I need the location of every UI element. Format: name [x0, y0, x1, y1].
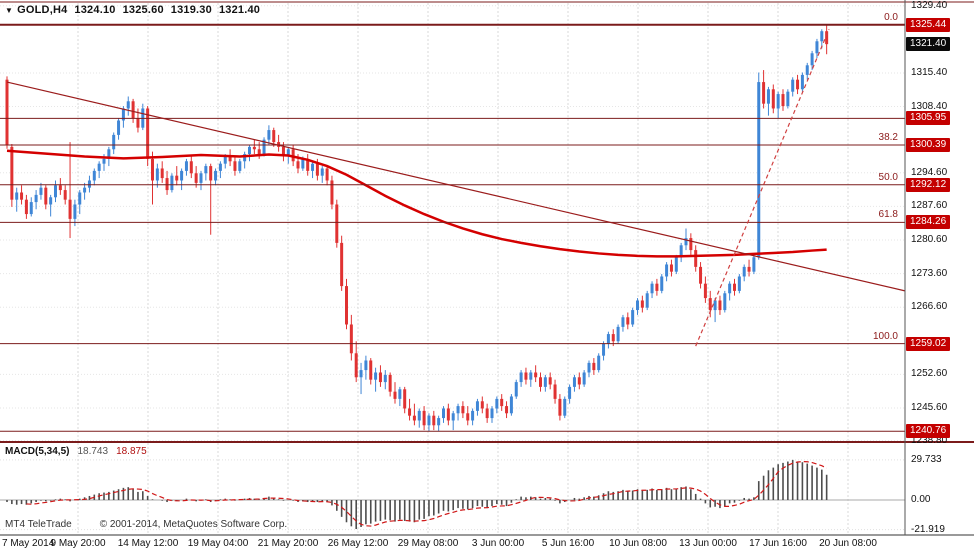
- macd-main-value: 18.743: [77, 446, 109, 457]
- level-price-box: 1240.76: [906, 424, 951, 439]
- broker-brand-label: MT4 TeleTrade: [5, 519, 72, 530]
- time-axis-label: 29 May 08:00: [397, 538, 459, 549]
- metaquotes-notice: © 2001-2014, MetaQuotes Software Corp.: [99, 519, 288, 530]
- price-tick-label: 1308.40: [911, 100, 948, 112]
- symbol-marker-icon: ▼: [5, 6, 14, 15]
- fib-level-label: 50.0: [878, 171, 898, 183]
- time-axis-label: 26 May 12:00: [327, 538, 389, 549]
- level-price-box: 1259.02: [906, 336, 951, 351]
- price-tick-label: 1280.60: [911, 234, 948, 245]
- level-price-box: 1292.12: [906, 177, 951, 192]
- macd-name-label: MACD(5,34,5): [5, 446, 70, 457]
- price-tick-label: 1266.60: [911, 301, 948, 313]
- price-tick-label: 1315.40: [911, 66, 948, 78]
- chart-title: ▼ GOLD,H4 1324.10 1325.60 1319.30 1321.40: [5, 4, 267, 16]
- price-tick-label: 1294.60: [911, 166, 948, 178]
- ohlc-high: 1325.60: [122, 4, 164, 16]
- price-tick-label: 1287.60: [911, 200, 948, 212]
- time-axis-label: 14 May 12:00: [117, 538, 179, 549]
- price-tick-label: 1238.80: [911, 434, 948, 446]
- level-price-box: 1300.39: [906, 138, 951, 152]
- fib-level-label: 0.0: [884, 11, 898, 23]
- macd-indicator-label: MACD(5,34,5) 18.743 18.875: [5, 446, 147, 457]
- fib-level-label: 38.2: [878, 132, 898, 143]
- time-axis-label: 21 May 20:00: [257, 538, 319, 549]
- time-axis-label: 3 Jun 00:00: [471, 538, 525, 549]
- macd-tick-label: 29.733: [911, 453, 942, 465]
- time-axis-label: 5 Jun 16:00: [541, 538, 595, 549]
- macd-tick-label: -21.919: [911, 523, 945, 535]
- ohlc-open: 1324.10: [74, 4, 116, 16]
- level-price-box: 1325.44: [906, 17, 951, 32]
- price-tick-label: 1252.60: [911, 368, 948, 380]
- ohlc-low: 1319.30: [170, 4, 212, 16]
- time-axis-label: 19 May 04:00: [187, 538, 249, 549]
- platform-copyright: MT4 TeleTrade © 2001-2014, MetaQuotes Sof…: [5, 519, 287, 530]
- time-axis-label: 13 Jun 00:00: [679, 538, 737, 549]
- ohlc-close: 1321.40: [218, 4, 261, 16]
- time-axis-label: 17 Jun 16:00: [749, 538, 807, 549]
- macd-tick-label: 0.00: [911, 494, 931, 505]
- fib-level-label: 100.0: [872, 330, 898, 342]
- time-axis-label: 7 May 2014: [2, 538, 55, 549]
- symbol-period-label: GOLD,H4: [17, 4, 68, 16]
- level-price-box: 1305.95: [906, 111, 951, 126]
- macd-signal-value: 18.875: [116, 446, 147, 457]
- level-price-box: 1284.26: [906, 215, 951, 230]
- time-axis-label: 20 Jun 08:00: [819, 538, 877, 549]
- current-price-box: 1321.40: [906, 37, 951, 52]
- price-tick-label: 1273.60: [911, 267, 948, 279]
- time-axis-label: 9 May 20:00: [50, 538, 106, 549]
- price-tick-label: 1245.60: [911, 402, 948, 413]
- price-tick-label: 1329.40: [911, 0, 948, 11]
- fib-level-label: 61.8: [878, 209, 898, 221]
- time-axis-label: 10 Jun 08:00: [609, 538, 667, 549]
